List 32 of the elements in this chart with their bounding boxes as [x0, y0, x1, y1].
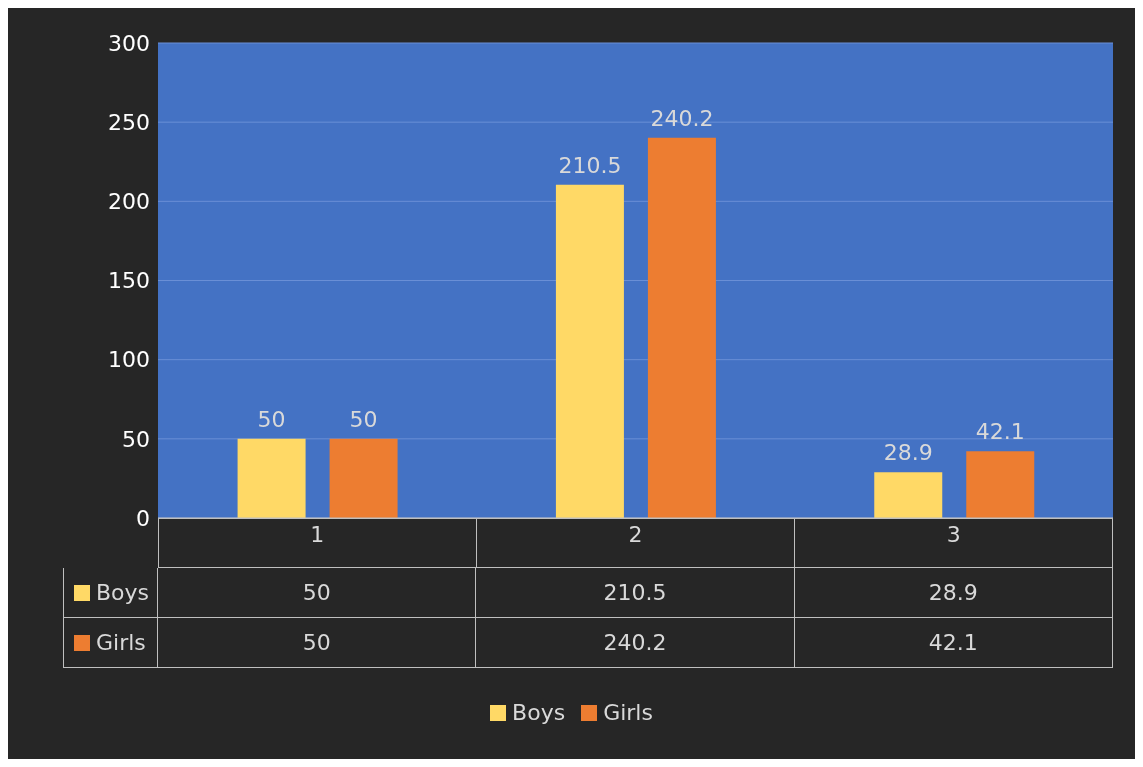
text: Girls	[96, 630, 146, 655]
annotation: 28.9	[883, 440, 933, 466]
annotation: 50	[349, 406, 378, 432]
data-label: 50	[158, 568, 477, 618]
bar	[966, 451, 1035, 518]
legend-label: Boys	[96, 580, 150, 605]
y-tick-label: 100	[108, 347, 150, 373]
bar	[874, 472, 943, 518]
y-tick-label: 300	[108, 30, 150, 56]
y-tick-label: 50	[122, 426, 150, 452]
data-label: 50	[158, 618, 477, 668]
data-label: 210.5	[476, 568, 795, 618]
y-tick-label: 0	[136, 505, 150, 531]
data-label: 28.9	[794, 568, 1113, 618]
bar	[555, 184, 624, 518]
x-tick-label: 3	[946, 521, 961, 547]
bar	[329, 438, 398, 518]
annotation: 50	[257, 406, 286, 432]
annotation: 210.5	[558, 152, 622, 178]
annotation: 240.2	[650, 105, 714, 131]
x-tick-label: 2	[628, 521, 643, 547]
x-tick-label: 1	[310, 521, 325, 547]
y-tick-label: 250	[108, 109, 150, 135]
y-tick-label: 200	[108, 189, 150, 215]
data-label: 240.2	[476, 618, 795, 668]
legend-label: Girls	[603, 700, 653, 725]
bar	[237, 438, 306, 518]
bar	[647, 137, 716, 518]
text: Boys	[512, 700, 566, 725]
annotation: 42.1	[975, 419, 1025, 445]
data-label: 42.1	[794, 618, 1113, 668]
y-tick-label: 150	[108, 268, 150, 294]
